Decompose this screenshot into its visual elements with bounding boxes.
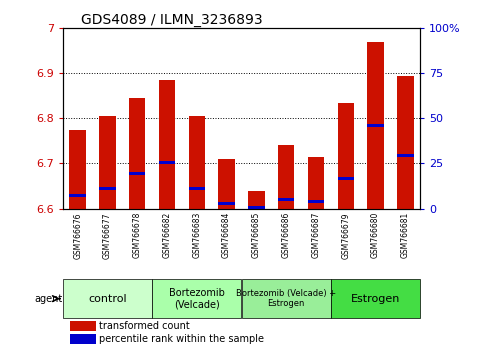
- Bar: [129, 98, 145, 209]
- Bar: [129, 172, 145, 175]
- Bar: [278, 145, 294, 209]
- Text: Bortezomib
(Velcade): Bortezomib (Velcade): [169, 288, 225, 309]
- Bar: [278, 198, 294, 201]
- Bar: [308, 200, 324, 203]
- Text: GSM766679: GSM766679: [341, 212, 350, 258]
- Text: GSM766687: GSM766687: [312, 212, 320, 258]
- Bar: [338, 103, 354, 209]
- Bar: [368, 124, 384, 127]
- Bar: [218, 159, 235, 209]
- Text: GSM766676: GSM766676: [73, 212, 82, 258]
- Bar: [368, 42, 384, 209]
- Text: control: control: [88, 294, 127, 304]
- Bar: [70, 130, 86, 209]
- Text: GSM766681: GSM766681: [401, 212, 410, 258]
- Bar: [99, 187, 115, 190]
- Bar: [397, 76, 413, 209]
- Bar: [70, 334, 96, 344]
- Text: GSM766685: GSM766685: [252, 212, 261, 258]
- Text: GDS4089 / ILMN_3236893: GDS4089 / ILMN_3236893: [81, 13, 262, 27]
- Bar: [70, 194, 86, 198]
- Bar: [189, 187, 205, 190]
- Bar: [63, 279, 152, 318]
- Bar: [70, 321, 96, 331]
- Text: agent: agent: [35, 294, 63, 304]
- Bar: [99, 116, 115, 209]
- Bar: [338, 177, 354, 181]
- Text: GSM766683: GSM766683: [192, 212, 201, 258]
- Text: GSM766680: GSM766680: [371, 212, 380, 258]
- Text: transformed count: transformed count: [99, 321, 189, 331]
- Bar: [189, 116, 205, 209]
- Bar: [159, 161, 175, 164]
- Bar: [159, 80, 175, 209]
- Text: Bortezomib (Velcade) +
Estrogen: Bortezomib (Velcade) + Estrogen: [236, 289, 336, 308]
- Bar: [308, 157, 324, 209]
- Text: GSM766686: GSM766686: [282, 212, 291, 258]
- Bar: [152, 279, 242, 318]
- Text: percentile rank within the sample: percentile rank within the sample: [99, 334, 264, 344]
- Text: Estrogen: Estrogen: [351, 294, 400, 304]
- Text: GSM766678: GSM766678: [133, 212, 142, 258]
- Bar: [331, 279, 420, 318]
- Text: GSM766682: GSM766682: [163, 212, 171, 258]
- Bar: [397, 154, 413, 157]
- Bar: [242, 279, 331, 318]
- Bar: [218, 202, 235, 205]
- Bar: [248, 206, 265, 209]
- Bar: [248, 190, 265, 209]
- Text: GSM766677: GSM766677: [103, 212, 112, 258]
- Text: GSM766684: GSM766684: [222, 212, 231, 258]
